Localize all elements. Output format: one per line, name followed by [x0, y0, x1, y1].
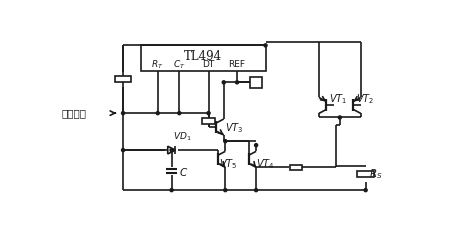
Bar — [202, 118, 214, 124]
Circle shape — [170, 189, 173, 192]
Text: REF: REF — [228, 60, 245, 69]
Text: $VT_3$: $VT_3$ — [225, 122, 243, 135]
Circle shape — [254, 189, 257, 192]
Bar — [115, 76, 130, 82]
Circle shape — [235, 81, 238, 84]
Text: $VD_1$: $VD_1$ — [173, 131, 191, 143]
Circle shape — [121, 112, 124, 115]
Polygon shape — [167, 146, 175, 154]
Circle shape — [364, 189, 366, 192]
Text: DT: DT — [202, 60, 214, 69]
Text: $C_T$: $C_T$ — [173, 58, 185, 71]
Text: $R_S$: $R_S$ — [368, 167, 382, 181]
Text: $R_T$: $R_T$ — [151, 58, 164, 71]
Text: $VT_1$: $VT_1$ — [328, 92, 346, 106]
Text: $VT_5$: $VT_5$ — [219, 157, 237, 171]
Bar — [290, 165, 302, 170]
Text: $VT_2$: $VT_2$ — [355, 92, 373, 106]
Circle shape — [337, 116, 341, 119]
Circle shape — [254, 144, 257, 147]
Text: $C$: $C$ — [178, 166, 187, 178]
Circle shape — [223, 140, 226, 143]
Bar — [249, 77, 262, 88]
Circle shape — [207, 112, 210, 115]
Circle shape — [222, 81, 225, 84]
Bar — [140, 45, 265, 71]
Circle shape — [177, 112, 180, 115]
Text: 控制信号: 控制信号 — [61, 108, 86, 118]
Bar — [356, 171, 373, 177]
Circle shape — [156, 112, 159, 115]
Circle shape — [223, 189, 226, 192]
Text: TL494: TL494 — [184, 50, 222, 63]
Circle shape — [170, 149, 173, 152]
Circle shape — [263, 44, 267, 47]
Text: $VT_4$: $VT_4$ — [256, 157, 274, 171]
Circle shape — [121, 149, 124, 152]
